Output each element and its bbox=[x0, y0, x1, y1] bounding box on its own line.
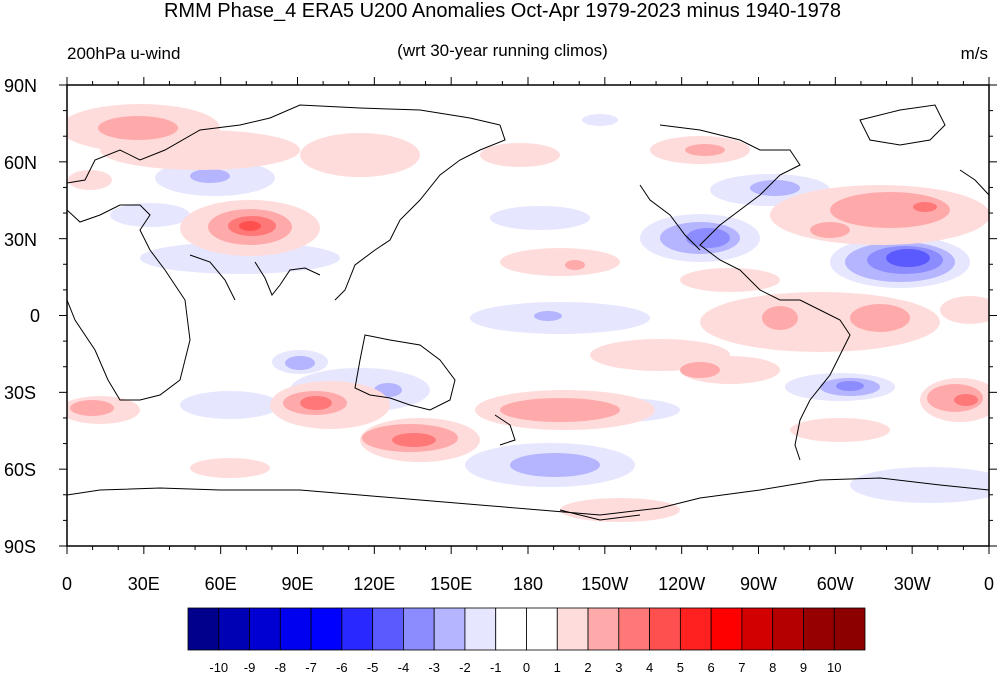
lat-label-30s: 30S bbox=[4, 383, 36, 403]
colorbar-swatch bbox=[310, 607, 343, 651]
colorbar-swatch bbox=[649, 607, 681, 651]
colorbar-label: 2 bbox=[584, 660, 591, 675]
colorbar-swatch bbox=[587, 607, 620, 651]
latitude-labels: 90N 60N 30N 0 30S 60S 90S bbox=[4, 76, 40, 557]
colorbar-swatch bbox=[495, 607, 527, 651]
lat-label-60n: 60N bbox=[4, 153, 37, 173]
lon-label-150w: 150W bbox=[581, 574, 628, 594]
lon-label-30w: 30W bbox=[894, 574, 931, 594]
lat-label-eq: 0 bbox=[30, 306, 40, 326]
colorbar bbox=[187, 607, 866, 651]
colorbar-swatch bbox=[372, 607, 404, 651]
lon-label-120w: 120W bbox=[658, 574, 705, 594]
colorbar-label: -6 bbox=[336, 660, 348, 675]
subtitle: (wrt 30-year running climos) bbox=[397, 41, 608, 60]
lon-label-180: 180 bbox=[513, 574, 543, 594]
map-title: RMM Phase_4 ERA5 U200 Anomalies Oct-Apr … bbox=[163, 0, 842, 22]
positive-peak-region bbox=[239, 221, 261, 231]
colorbar-label: -10 bbox=[209, 660, 228, 675]
colorbar-swatch bbox=[218, 607, 250, 651]
colorbar-swatch bbox=[618, 607, 650, 651]
colorbar-label: 3 bbox=[615, 660, 622, 675]
colorbar-label: 9 bbox=[800, 660, 807, 675]
units-label: m/s bbox=[960, 44, 988, 63]
colorbar-label: -9 bbox=[244, 660, 256, 675]
lat-label-60s: 60S bbox=[4, 460, 36, 480]
lon-label-60w: 60W bbox=[817, 574, 854, 594]
lat-label-90s: 90S bbox=[4, 537, 36, 557]
lon-label-90e: 90E bbox=[281, 574, 313, 594]
colorbar-swatch bbox=[741, 607, 774, 651]
colorbar-swatch bbox=[710, 607, 743, 651]
colorbar-swatch bbox=[249, 607, 281, 651]
lon-label-0-end: 0 bbox=[984, 574, 994, 594]
lat-label-90n: 90N bbox=[4, 76, 37, 96]
colorbar-swatch bbox=[679, 607, 712, 651]
colorbar-swatch bbox=[833, 607, 866, 651]
negative-peak-region bbox=[886, 249, 930, 267]
colorbar-label: -8 bbox=[275, 660, 287, 675]
colorbar-label: 6 bbox=[708, 660, 715, 675]
colorbar-label: 1 bbox=[554, 660, 561, 675]
colorbar-swatch bbox=[772, 607, 804, 651]
colorbar-label: -7 bbox=[305, 660, 317, 675]
colorbar-label: 10 bbox=[827, 660, 841, 675]
colorbar-label: 8 bbox=[769, 660, 776, 675]
colorbar-swatch bbox=[279, 607, 312, 651]
colorbar-swatch bbox=[464, 607, 497, 651]
colorbar-label: -3 bbox=[428, 660, 440, 675]
lon-label-90w: 90W bbox=[740, 574, 777, 594]
coastlines bbox=[67, 104, 989, 521]
colorbar-label: -1 bbox=[490, 660, 502, 675]
colorbar-label: 4 bbox=[646, 660, 653, 675]
lon-label-0: 0 bbox=[62, 574, 72, 594]
colorbar-swatch bbox=[556, 607, 589, 651]
variable-label: 200hPa u-wind bbox=[67, 44, 181, 63]
colorbar-swatch bbox=[526, 607, 558, 651]
colorbar-label: 5 bbox=[677, 660, 684, 675]
longitude-labels: 0 30E 60E 90E 120E 150E 180 150W 120W 90… bbox=[62, 574, 994, 594]
colorbar-label: -4 bbox=[398, 660, 410, 675]
lon-label-60e: 60E bbox=[205, 574, 237, 594]
colorbar-label: 0 bbox=[523, 660, 530, 675]
colorbar-label: -5 bbox=[367, 660, 379, 675]
lon-label-30e: 30E bbox=[128, 574, 160, 594]
lon-label-150e: 150E bbox=[430, 574, 472, 594]
colorbar-label: 7 bbox=[738, 660, 745, 675]
axis-ticks bbox=[59, 77, 997, 554]
colorbar-swatch bbox=[803, 607, 835, 651]
lon-label-120e: 120E bbox=[353, 574, 395, 594]
colorbar-swatch bbox=[403, 607, 435, 651]
colorbar-labels: -10 -9 -8 -7 -6 -5 -4 -3 -2 -1 0 1 2 3 4 5 6 7 8 9 10 bbox=[209, 660, 841, 675]
lat-label-30n: 30N bbox=[4, 230, 37, 250]
colorbar-swatch bbox=[341, 607, 374, 651]
colorbar-swatch bbox=[187, 607, 220, 651]
colorbar-label: -2 bbox=[459, 660, 471, 675]
colorbar-swatch bbox=[433, 607, 466, 651]
anomaly-field bbox=[67, 104, 989, 522]
